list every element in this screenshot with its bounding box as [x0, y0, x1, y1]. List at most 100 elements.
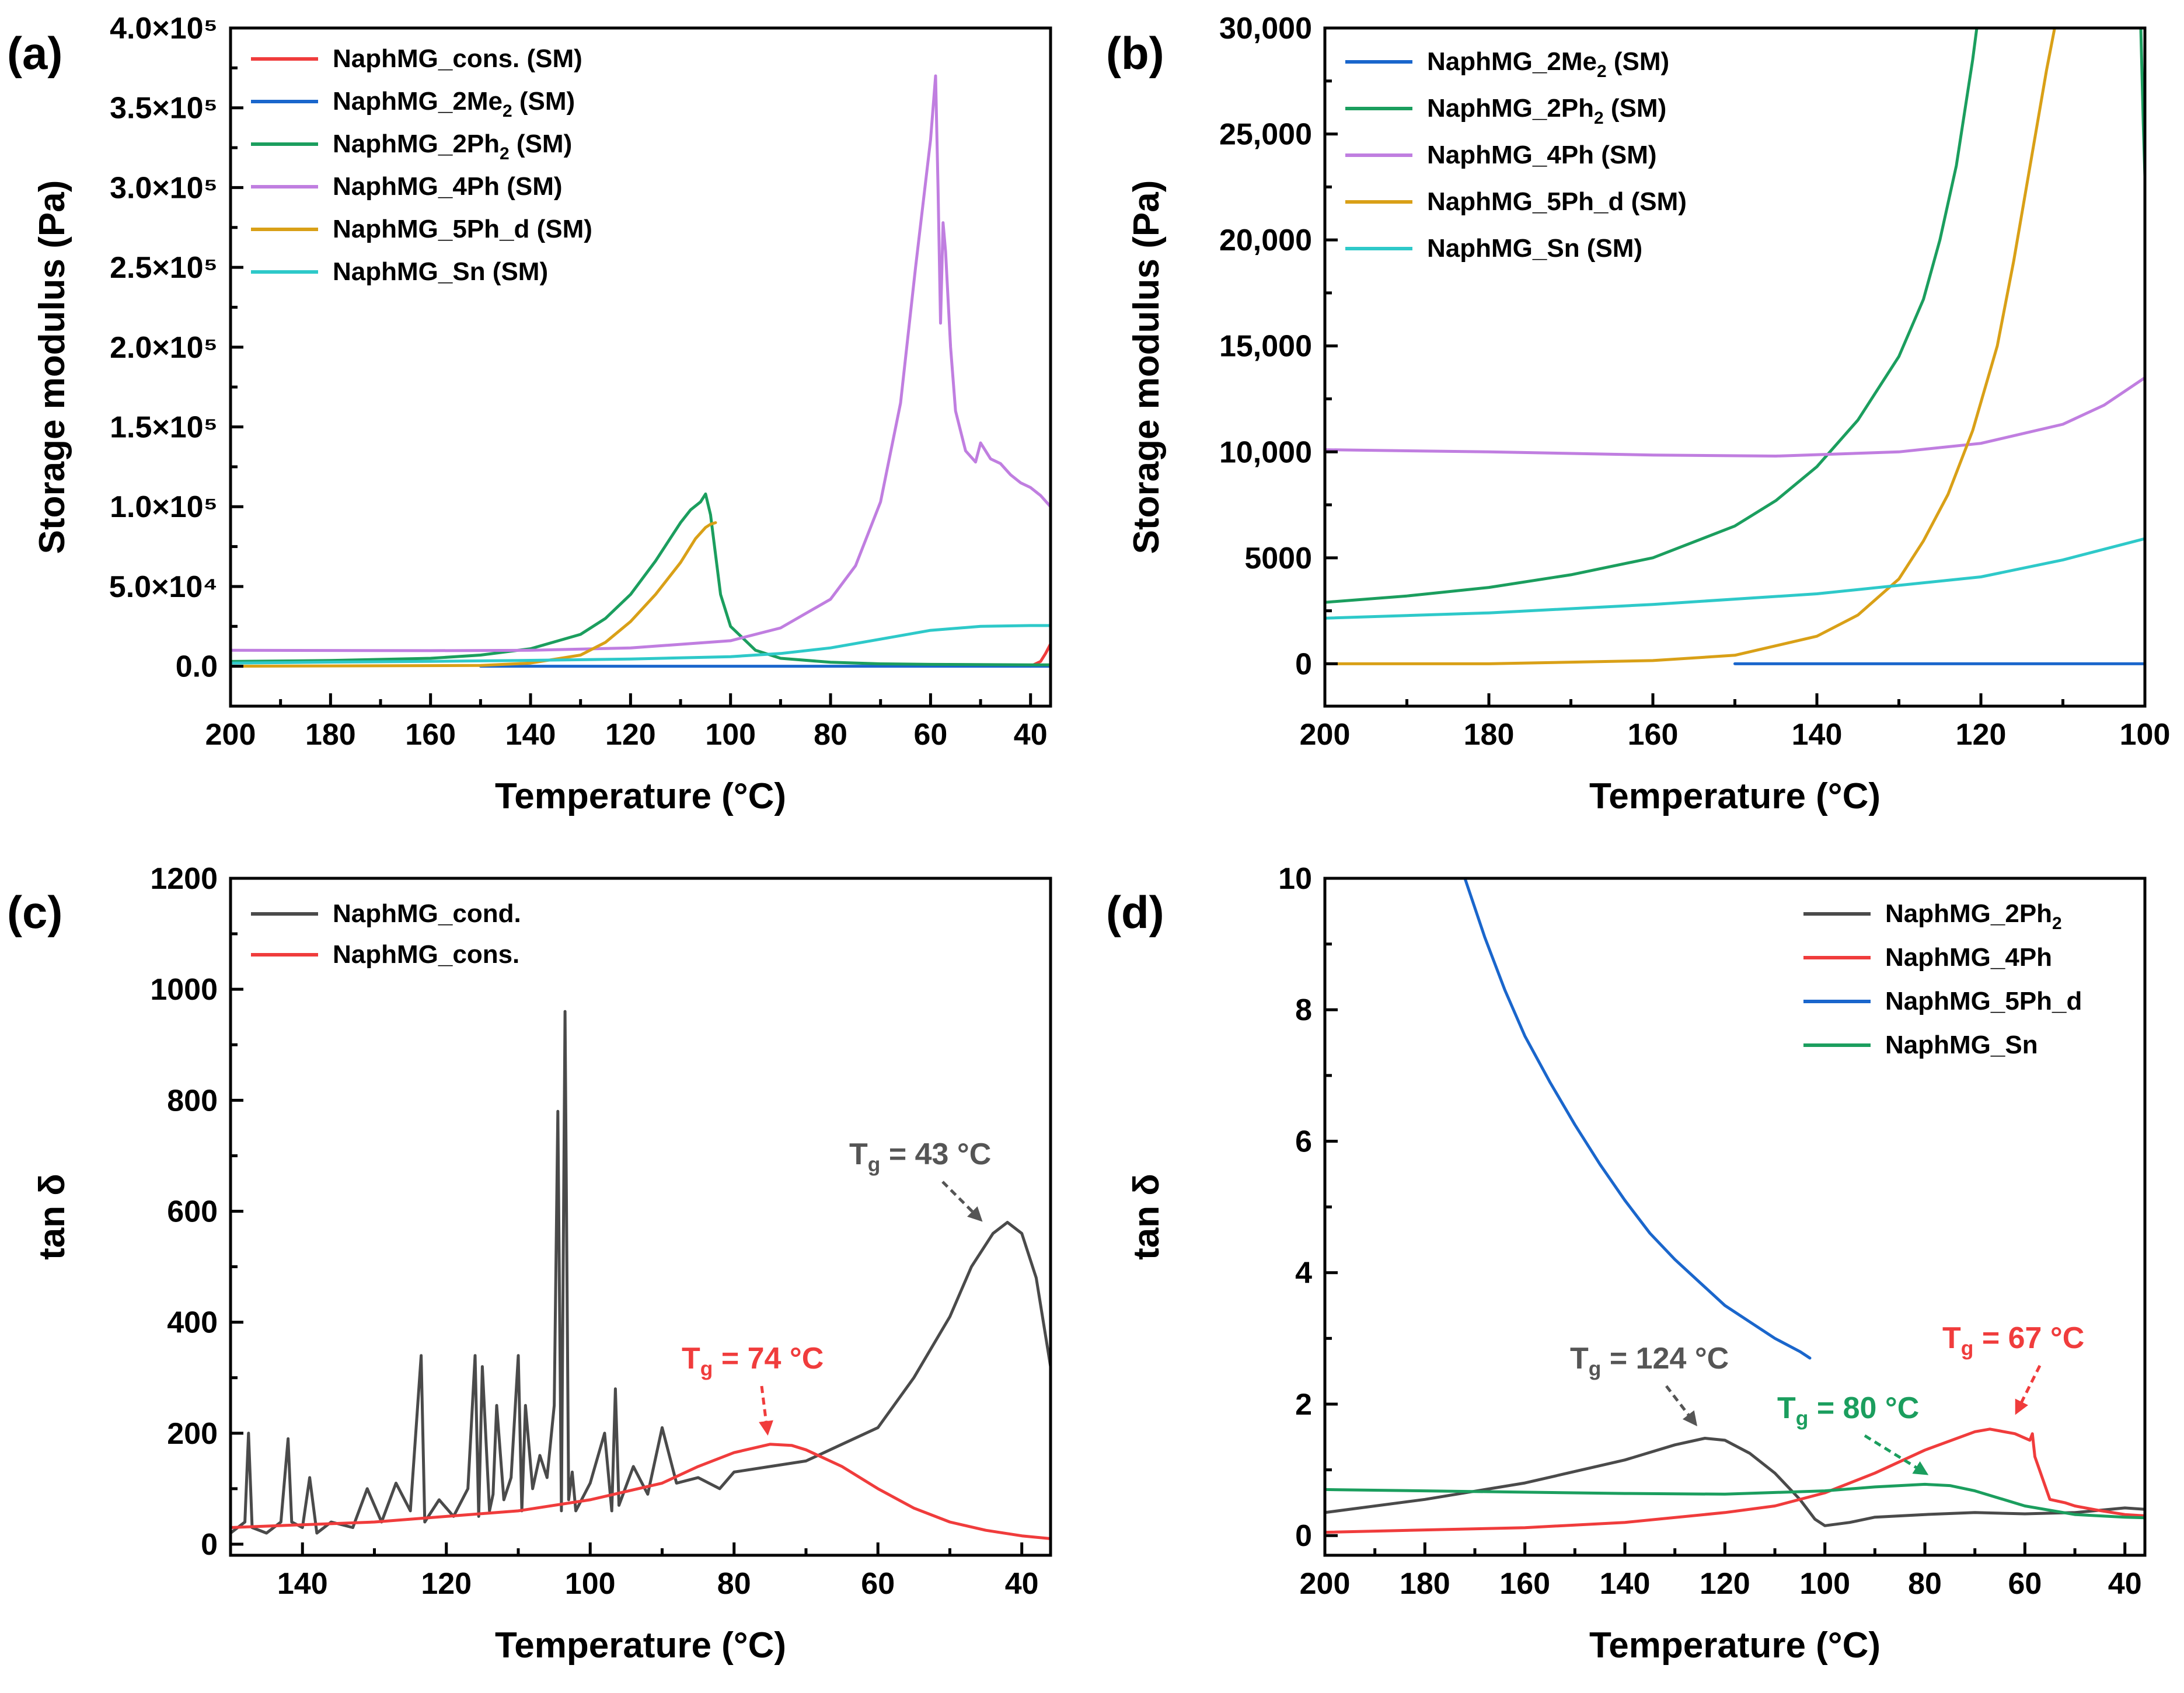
x-tick-label: 60 — [913, 718, 947, 752]
legend-label-NaphMG_cons.: NaphMG_cons. — [333, 940, 519, 969]
x-tick-label: 200 — [205, 718, 256, 752]
x-tick-label: 80 — [814, 718, 847, 752]
series-line-NaphMG_cons. (SM) — [1029, 642, 1051, 668]
series-line-NaphMG_4Ph (SM) — [1325, 376, 2145, 458]
panel-label: (c) — [7, 886, 62, 938]
panel-label: (a) — [7, 27, 62, 79]
x-tick-label: 100 — [705, 718, 756, 752]
x-tick-label: 120 — [605, 718, 656, 752]
y-tick-label: 20,000 — [1219, 224, 1312, 257]
tg-arrow — [1665, 1385, 1698, 1426]
x-tick-label: 60 — [861, 1567, 895, 1601]
x-tick-label: 160 — [1628, 718, 1679, 752]
series-line-NaphMG_2Ph2 — [1325, 1437, 2145, 1527]
y-tick-label: 2 — [1295, 1388, 1312, 1422]
y-tick-label: 25,000 — [1219, 118, 1312, 152]
tg-annotation: Tg = 74 °C — [682, 1342, 824, 1380]
legend-label-NaphMG_Sn (SM): NaphMG_Sn (SM) — [333, 257, 548, 286]
legend-label-NaphMG_5Ph_d (SM): NaphMG_5Ph_d (SM) — [1427, 187, 1687, 216]
x-tick-label: 140 — [277, 1567, 328, 1601]
y-tick-label: 6 — [1295, 1125, 1312, 1158]
series-line-NaphMG_2Ph2 (SM) — [1325, 28, 2145, 604]
tg-arrow — [2015, 1364, 2042, 1415]
axis-frame — [1323, 26, 2147, 708]
legend-label-NaphMG_cond.: NaphMG_cond. — [333, 899, 521, 928]
x-tick-label: 100 — [1799, 1567, 1850, 1601]
legend-label-NaphMG_cons. (SM): NaphMG_cons. (SM) — [333, 44, 582, 73]
legend: NaphMG_2Ph2 NaphMG_4Ph NaphMG_5Ph_d NaphMG_… — [1803, 899, 2082, 1059]
x-tick-label: 100 — [2120, 718, 2171, 752]
tg-annotation: Tg = 80 °C — [1777, 1391, 1919, 1430]
x-tick-label: 160 — [405, 718, 456, 752]
legend-label-NaphMG_2Ph2 (SM): NaphMG_2Ph2 (SM) — [1427, 94, 1666, 128]
tg-annotation: Tg = 124 °C — [1570, 1342, 1729, 1380]
x-tick-label: 140 — [1600, 1567, 1651, 1601]
x-tick-label: 80 — [717, 1567, 751, 1601]
tg-arrow — [759, 1385, 773, 1436]
axis-frame — [229, 26, 1052, 708]
y-tick-label: 0.0 — [176, 650, 218, 684]
chart-panel-4: 200 180 160 140 120 100 80 60 40 0 2 4 6 8 10 Temperatu… — [1106, 862, 2147, 1666]
x-tick-label: 40 — [1014, 718, 1048, 752]
legend-label-NaphMG_5Ph_d (SM): NaphMG_5Ph_d (SM) — [333, 215, 592, 243]
y-tick-label: 400 — [167, 1306, 218, 1340]
x-tick-label: 120 — [1956, 718, 2007, 752]
x-tick-label: 200 — [1300, 1567, 1351, 1601]
y-tick-label: 3.5×10⁵ — [110, 92, 218, 125]
legend-label-NaphMG_4Ph (SM): NaphMG_4Ph (SM) — [1427, 141, 1657, 169]
legend-label-NaphMG_2Me2 (SM): NaphMG_2Me2 (SM) — [1427, 47, 1669, 81]
series-group — [1325, 878, 2145, 1534]
series-line-NaphMG_4Ph — [1325, 1427, 2145, 1534]
legend-label-NaphMG_Sn (SM): NaphMG_Sn (SM) — [1427, 234, 1642, 263]
series-line-NaphMG_2Ph2 (SM) — [231, 492, 1051, 666]
legend: NaphMG_cond. NaphMG_cons. — [251, 899, 521, 969]
series-line-NaphMG_cons. — [231, 1443, 1051, 1540]
panel-label: (b) — [1106, 27, 1164, 79]
y-tick-label: 1.0×10⁵ — [110, 490, 218, 524]
x-tick-label: 40 — [1005, 1567, 1039, 1601]
axis-frame — [229, 877, 1052, 1557]
y-tick-label: 5000 — [1244, 542, 1312, 575]
series-group — [231, 74, 1051, 668]
series-line-NaphMG_5Ph_d (SM) — [1325, 28, 2058, 665]
x-tick-label: 120 — [1700, 1567, 1750, 1601]
x-axis-title: Temperature (°C) — [1589, 1625, 1881, 1666]
x-tick-label: 120 — [421, 1567, 472, 1601]
y-tick-label: 600 — [167, 1195, 218, 1228]
y-tick-label: 10 — [1278, 862, 1312, 896]
legend-label-NaphMG_2Ph2 (SM): NaphMG_2Ph2 (SM) — [333, 130, 572, 163]
y-tick-label: 1200 — [150, 862, 218, 896]
y-axis-title: Storage modulus (Pa) — [1126, 180, 1167, 554]
x-tick-label: 160 — [1499, 1567, 1550, 1601]
axis-frame — [1323, 877, 2147, 1557]
x-tick-label: 180 — [1464, 718, 1515, 752]
y-tick-label: 800 — [167, 1084, 218, 1118]
series-line-NaphMG_Sn (SM) — [1325, 537, 2145, 620]
legend: NaphMG_2Me2 (SM) NaphMG_2Ph2 (SM) NaphMG_4… — [1345, 47, 1687, 263]
y-tick-label: 0 — [1295, 1519, 1312, 1553]
y-tick-label: 4 — [1295, 1256, 1312, 1290]
legend-label-NaphMG_Sn: NaphMG_Sn — [1885, 1031, 2038, 1059]
y-tick-label: 200 — [167, 1417, 218, 1451]
y-tick-label: 8 — [1295, 993, 1312, 1027]
series-line-NaphMG_5Ph_d (SM) — [231, 521, 717, 668]
chart-panel-2: 200 180 160 140 120 100 0 5000 10,000 15,000 20,00… — [1106, 12, 2170, 816]
x-tick-label: 100 — [565, 1567, 616, 1601]
y-tick-label: 3.0×10⁵ — [110, 171, 218, 205]
x-tick-label: 60 — [2008, 1567, 2042, 1601]
x-tick-label: 140 — [505, 718, 556, 752]
legend-label-NaphMG_2Me2 (SM): NaphMG_2Me2 (SM) — [333, 87, 575, 121]
tg-arrow — [941, 1181, 983, 1222]
y-tick-label: 2.5×10⁵ — [110, 251, 218, 285]
tg-annotation: Tg = 67 °C — [1942, 1321, 2084, 1360]
x-tick-label: 40 — [2108, 1567, 2142, 1601]
series-line-NaphMG_cond. — [231, 1010, 1051, 1535]
x-tick-label: 80 — [1908, 1567, 1942, 1601]
y-tick-label: 5.0×10⁴ — [109, 570, 218, 604]
y-tick-label: 1.5×10⁵ — [110, 411, 218, 445]
x-tick-label: 180 — [305, 718, 356, 752]
y-tick-label: 10,000 — [1219, 435, 1312, 469]
y-axis-title: Storage modulus (Pa) — [32, 180, 72, 554]
y-tick-label: 0 — [201, 1528, 218, 1562]
